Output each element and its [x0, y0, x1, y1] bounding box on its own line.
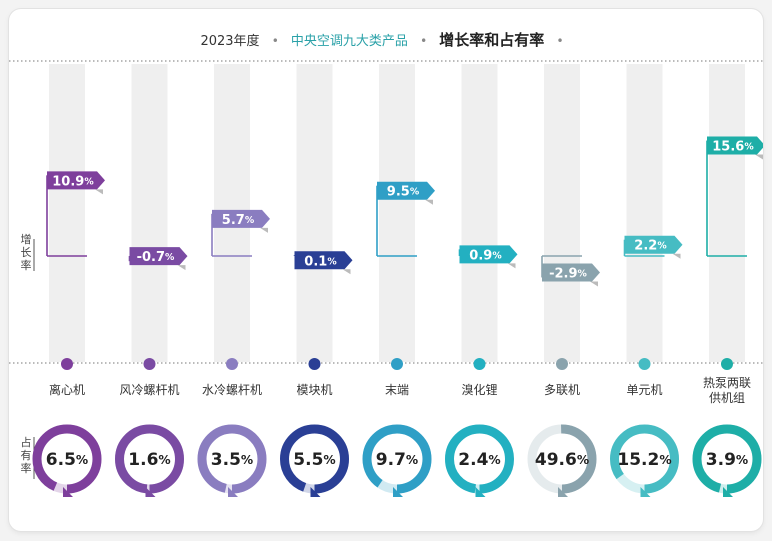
category-label: 供机组	[709, 391, 745, 405]
growth-axis-label: 增长率	[20, 233, 32, 272]
growth-value-label: 9.5%	[387, 184, 420, 199]
category-dot	[638, 358, 651, 370]
header-separator: •	[556, 34, 564, 48]
flag-fold	[507, 263, 516, 269]
category-dot	[391, 358, 403, 370]
growth-label-flag	[377, 181, 435, 200]
category-dot	[61, 358, 73, 370]
share-value-label: 2.4%	[458, 450, 500, 470]
flag-fold	[342, 269, 351, 275]
category-dot	[721, 358, 733, 370]
growth-label-flag	[542, 263, 600, 282]
share-value-label: 3.5%	[211, 450, 253, 470]
category-dot	[143, 358, 156, 370]
header-separator: •	[271, 34, 279, 48]
growth-value-label: 2.2%	[634, 238, 667, 253]
share-ring-tail	[723, 487, 733, 497]
share-ring-arc	[362, 424, 432, 494]
header-subject: 中央空调九大类产品	[290, 34, 408, 49]
share-ring-tail	[475, 487, 486, 497]
growth-label-flag	[624, 235, 683, 254]
growth-value-label: -2.9%	[549, 266, 587, 281]
category-label: 多联机	[544, 383, 580, 397]
flag-fold	[672, 253, 681, 259]
category-dot	[556, 358, 568, 370]
flag-fold	[177, 265, 186, 271]
share-ring-arc	[692, 424, 762, 494]
growth-label-flag	[212, 209, 270, 228]
column-background	[461, 64, 498, 362]
share-value-label: 1.6%	[128, 450, 170, 470]
category-label: 离心机	[49, 382, 85, 397]
category-label: 模块机	[296, 383, 332, 397]
category-label: 单元机	[626, 383, 662, 397]
growth-label-flag	[47, 171, 105, 190]
column-background	[544, 64, 580, 362]
column-background	[49, 64, 85, 362]
share-ring-arc	[527, 424, 597, 494]
share-ring-arc	[115, 424, 184, 494]
growth-value-label: 0.9%	[469, 248, 502, 263]
chart-header: 2023年度 • 中央空调九大类产品 • 增长率和占有率 •	[9, 29, 763, 50]
share-ring-arc	[280, 424, 349, 494]
category-dot	[226, 358, 238, 370]
header-separator: •	[420, 34, 428, 48]
category-label: 末端	[385, 383, 409, 397]
share-ring-tail	[558, 487, 568, 497]
share-axis-label: 占有率	[20, 436, 32, 475]
column-background	[131, 64, 168, 362]
flag-fold	[590, 281, 598, 287]
share-ring-arc	[32, 424, 102, 494]
flag-fold	[425, 199, 433, 205]
share-ring-arc	[197, 424, 267, 494]
growth-value-label: 10.9%	[52, 174, 94, 189]
chart-card: 2023年度 • 中央空调九大类产品 • 增长率和占有率 • 增长率 占有率 1…	[9, 9, 763, 531]
column-background	[296, 64, 333, 362]
chart-title: 增长率和占有率	[439, 31, 545, 49]
growth-value-label: 0.1%	[304, 254, 337, 269]
category-dot	[473, 358, 486, 370]
share-value-label: 15.2%	[617, 450, 671, 470]
share-ring-tail	[393, 487, 403, 497]
share-value-label: 49.6%	[535, 450, 589, 470]
category-label: 热泵两联	[703, 376, 751, 390]
category-label: 水冷螺杆机	[202, 383, 262, 397]
growth-value-label: -0.7%	[137, 250, 175, 265]
share-ring-arc	[445, 424, 514, 494]
category-label: 溴化锂	[461, 382, 497, 397]
flag-fold	[755, 154, 763, 160]
column-background	[379, 64, 415, 362]
category-label: 风冷螺杆机	[119, 383, 179, 397]
share-ring-tail	[228, 487, 238, 497]
share-value-label: 3.9%	[706, 450, 748, 470]
growth-label-flag	[459, 245, 518, 264]
category-dot	[308, 358, 321, 370]
column-background	[709, 64, 745, 362]
share-ring-tail	[145, 487, 156, 497]
share-ring-tail	[640, 487, 651, 497]
growth-label-flag	[294, 251, 353, 270]
share-ring-tail	[63, 487, 73, 497]
growth-value-label: 5.7%	[222, 212, 255, 227]
chart-canvas: 10.9% 离心机 6.5% -0.7% 风冷螺杆机 1.6% 5.7% 水冷螺杆机 3.5% 0…	[9, 60, 763, 497]
column-background	[626, 64, 663, 362]
share-value-label: 5.5%	[293, 450, 335, 470]
share-ring-tail	[310, 487, 321, 497]
flag-fold	[95, 189, 103, 195]
share-value-label: 9.7%	[376, 450, 418, 470]
share-value-label: 6.5%	[46, 450, 88, 470]
growth-value-label: 15.6%	[712, 139, 754, 154]
share-ring-arc	[610, 424, 679, 494]
growth-label-flag	[707, 136, 763, 155]
growth-label-flag	[129, 247, 188, 266]
flag-fold	[260, 227, 268, 233]
header-year: 2023年度	[200, 34, 260, 49]
